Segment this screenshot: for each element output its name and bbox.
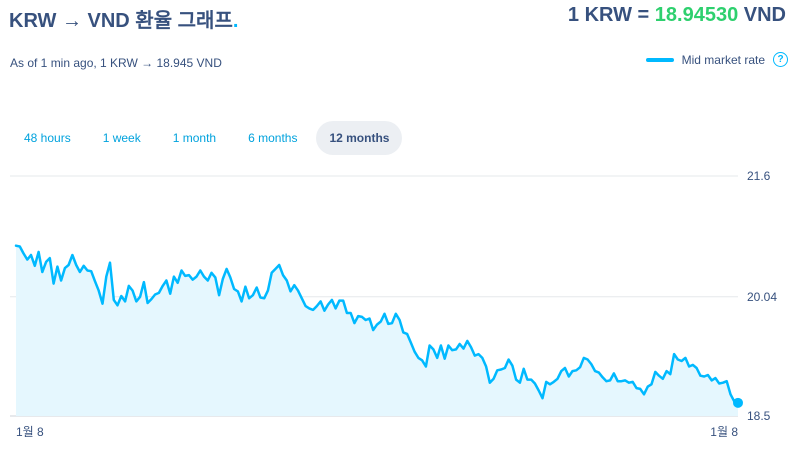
legend-swatch (645, 57, 674, 62)
rate-suffix: VND (738, 4, 786, 26)
series-area (16, 245, 738, 416)
page-title: KRW → VND 환율 그래프. (9, 4, 238, 33)
tab-48-hours[interactable]: 48 hours (24, 131, 71, 145)
tab-1-month[interactable]: 1 month (172, 131, 217, 145)
as-of-text: As of 1 min ago, 1 KRW → 18.945 VND (10, 56, 222, 70)
rate-value: 18.94530 (654, 4, 739, 26)
rate-chart: 21.6 20.04 18.5 1월 8 1월 8 (10, 169, 777, 439)
legend-label: Mid market rate (681, 52, 765, 67)
last-point-marker (733, 397, 743, 408)
question-circle-icon[interactable]: ? (773, 52, 788, 67)
title-dot: . (232, 10, 239, 32)
y-tick-label: 18.5 (747, 409, 771, 423)
tab-12-months[interactable]: 12 months (316, 121, 403, 155)
title-text: KRW → VND 환율 그래프 (9, 10, 233, 32)
tab-1-week[interactable]: 1 week (102, 131, 141, 145)
x-tick-label: 1월 8 (16, 425, 44, 439)
y-tick-label: 21.6 (747, 169, 771, 183)
series-line (14, 244, 740, 405)
tab-6-months[interactable]: 6 months (248, 131, 298, 145)
y-tick-label: 20.04 (747, 290, 777, 304)
current-rate: 1 KRW = 18.94530 VND (568, 4, 786, 27)
x-tick-label: 1월 8 (710, 425, 738, 439)
chart-legend: Mid market rate ? (645, 52, 788, 67)
time-range-tabs: 48 hours 1 week 1 month 6 months 12 mont… (11, 121, 403, 155)
rate-prefix: 1 KRW = (567, 4, 655, 26)
